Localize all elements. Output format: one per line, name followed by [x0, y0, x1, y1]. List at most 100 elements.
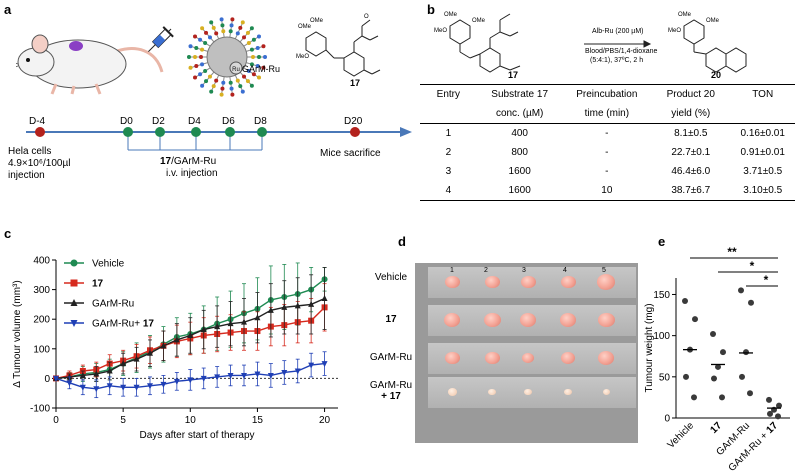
nanoparticle-label: GArM-Ru: [242, 64, 280, 74]
weight-point: [747, 390, 753, 397]
weight-point: [683, 373, 689, 380]
reagent-label: Alb-Ru (200 µM): [592, 28, 644, 35]
y-tick-label: 150: [653, 290, 670, 301]
legend-marker: [70, 259, 78, 267]
timeline-point-d4: [191, 127, 201, 137]
svg-text:OMe: OMe: [472, 18, 486, 24]
svg-text:MeO: MeO: [668, 28, 681, 34]
timeline-point-d2: [155, 127, 165, 137]
weight-point: [692, 316, 698, 323]
weight-point: [711, 375, 717, 382]
tumour-sample: [444, 275, 460, 289]
timeline-point-d0: [123, 127, 133, 137]
data-point: [106, 383, 113, 390]
svg-text:OMe: OMe: [444, 12, 458, 18]
tumour-sample: [447, 388, 457, 396]
svg-text:O: O: [364, 14, 369, 20]
panel-label-b: b: [427, 2, 435, 17]
data-point: [227, 372, 234, 379]
table-row: 4 1600 10 38.7±6.7 3.10±0.5: [420, 181, 795, 201]
weight-point: [719, 394, 725, 401]
tumour-sample: [561, 352, 575, 364]
timeline-point-d20: [350, 127, 360, 137]
data-point: [200, 326, 207, 333]
significance-label: **: [727, 245, 737, 259]
panel-label-d: d: [398, 234, 406, 249]
weight-point: [766, 396, 772, 403]
svg-text:OMe: OMe: [298, 24, 312, 30]
tumour-sample: [602, 389, 610, 395]
data-point: [147, 383, 153, 390]
substrate-label: 17: [508, 70, 519, 80]
header-substrate-unit: conc. (µM): [476, 104, 563, 124]
data-point: [120, 360, 127, 367]
header-preincubation-unit: time (min): [562, 104, 652, 124]
tumour-sample: [484, 351, 500, 365]
solvent-label: Blood/PBS/1,4-dioxane: [585, 48, 658, 55]
photo-row-garm-17: [428, 377, 636, 408]
category-label: 17: [708, 420, 724, 436]
timeline-label-d20: D20: [344, 116, 363, 127]
data-point: [294, 368, 301, 375]
data-point: [120, 384, 127, 391]
header-product: Product 20: [651, 84, 731, 104]
header-substrate: Substrate 17: [476, 84, 563, 104]
timeline-point-d8: [257, 127, 267, 137]
ratio-label: (5:4:1), 37ºC, 2 h: [590, 57, 644, 64]
data-point: [133, 384, 140, 391]
timeline-label-d8: D8: [254, 116, 267, 127]
photo-number-2: 2: [484, 267, 488, 274]
data-point: [79, 384, 86, 391]
weight-point: [710, 331, 716, 337]
data-point: [294, 302, 301, 309]
legend-marker: [70, 320, 78, 327]
data-point: [173, 336, 180, 343]
tumour-sample: [484, 275, 500, 289]
tumour-sample: [560, 275, 576, 289]
svg-text:OMe: OMe: [310, 18, 324, 24]
tumour-sample: [597, 312, 615, 328]
photo-number-1: 1: [450, 267, 454, 274]
data-point: [227, 320, 234, 327]
svg-text:MeO: MeO: [434, 28, 447, 34]
data-point: [160, 381, 167, 388]
data-point: [173, 378, 180, 385]
weight-point: [748, 299, 754, 306]
data-point: [308, 362, 315, 369]
timeline-point-d6: [225, 127, 235, 137]
tumour-sample: [520, 275, 536, 289]
data-point: [187, 331, 194, 338]
timeline-point-d-4: [35, 127, 45, 137]
panel-label-a: a: [4, 2, 12, 17]
legend-label: Vehicle: [92, 259, 125, 270]
tumour-sample: [520, 313, 536, 327]
weight-point: [682, 298, 688, 305]
table-row: 2 800 - 22.7±0.1 0.91±0.01: [445, 147, 785, 158]
table-row: 1 400 - 8.1±0.5 0.16±0.01: [445, 128, 785, 139]
header-ton: TON: [730, 84, 795, 104]
y-tick-label: 100: [33, 344, 50, 355]
svg-text:OMe: OMe: [678, 12, 692, 18]
weight-point: [720, 349, 726, 356]
weight-point: [776, 402, 782, 409]
data-point: [214, 323, 221, 330]
data-point: [133, 355, 140, 362]
compound-17-structure: OMe MeO OMe O: [296, 14, 381, 77]
cell-note-line-2: 4.9×10⁶/100µl: [8, 158, 71, 169]
x-tick-label: 10: [185, 415, 197, 426]
y-tick-label: 100: [653, 331, 670, 342]
y-tick-label: 50: [659, 372, 671, 383]
data-point: [160, 342, 167, 349]
tumour-sample: [524, 388, 532, 396]
x-tick-label: 0: [53, 415, 59, 426]
y-tick-label: -100: [30, 404, 50, 415]
data-point: [267, 306, 274, 313]
weight-point: [743, 349, 749, 356]
tumour-sample: [488, 388, 496, 396]
injection-agent: /GArM-Ru: [171, 156, 217, 167]
data-point: [79, 371, 86, 378]
data-point: [254, 371, 261, 378]
header-preincubation: Preincubation: [562, 84, 652, 104]
significance-label: *: [750, 259, 755, 273]
